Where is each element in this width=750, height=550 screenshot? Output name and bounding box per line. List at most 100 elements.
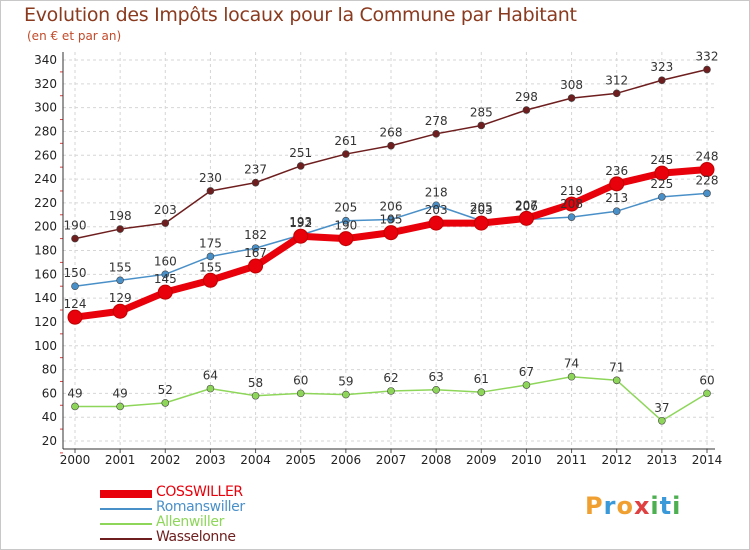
x-tick-label: 2008 (421, 453, 452, 467)
data-point (522, 381, 531, 389)
data-point (342, 216, 350, 225)
x-tick-label: 2003 (195, 453, 226, 467)
data-point (703, 189, 711, 198)
data-label: 182 (244, 228, 267, 242)
y-tick-label: 100 (34, 339, 57, 353)
data-point (296, 162, 305, 170)
data-point (293, 228, 309, 244)
logo-letter: i (672, 492, 682, 520)
logo-letter: x (633, 492, 651, 520)
data-point (612, 89, 621, 98)
legend-label: Wasselonne (156, 529, 236, 545)
legend-swatch (100, 538, 152, 540)
data-point (473, 215, 489, 231)
data-label: 192 (289, 216, 312, 230)
legend-label: Romanswiller (156, 499, 245, 515)
logo-letter: P (585, 492, 604, 520)
data-label: 175 (199, 236, 222, 250)
y-tick-label: 240 (34, 172, 57, 186)
data-label: 203 (470, 203, 493, 217)
data-point (477, 121, 486, 130)
data-point (116, 276, 124, 285)
y-tick-label: 40 (42, 410, 57, 424)
data-point (612, 376, 621, 385)
data-point (251, 391, 260, 400)
y-tick-label: 180 (34, 244, 57, 258)
data-label: 64 (203, 369, 218, 383)
data-label: 218 (425, 185, 448, 199)
data-point (387, 141, 395, 150)
data-point (67, 309, 83, 325)
data-label: 49 (67, 386, 82, 400)
data-label: 52 (158, 383, 173, 397)
x-tick-label: 2010 (511, 453, 542, 467)
data-label: 67 (519, 365, 534, 379)
data-label: 308 (560, 78, 583, 92)
data-point (658, 193, 666, 201)
y-tick-label: 220 (34, 196, 57, 210)
data-point (161, 219, 170, 227)
data-point (522, 106, 531, 114)
y-tick-label: 20 (42, 434, 57, 448)
x-tick-label: 2011 (556, 453, 587, 467)
x-tick-label: 2014 (692, 453, 723, 467)
data-label: 298 (515, 90, 538, 104)
data-point (206, 384, 215, 393)
data-label: 285 (470, 105, 493, 119)
legend-label: Allenwiller (156, 514, 224, 530)
y-tick-label: 260 (34, 148, 57, 162)
data-point (383, 225, 399, 241)
data-point (658, 416, 666, 425)
y-tick-label: 320 (34, 77, 57, 91)
data-label: 207 (515, 198, 538, 212)
data-point (342, 390, 350, 399)
logo-letter: i (650, 492, 660, 520)
data-label: 129 (109, 291, 132, 305)
legend-label: COSSWILLER (156, 484, 243, 500)
data-point (161, 399, 170, 407)
data-point (432, 386, 440, 394)
data-label: 61 (474, 372, 489, 386)
x-tick-label: 2007 (376, 453, 407, 467)
data-label: 74 (564, 357, 579, 371)
data-label: 206 (380, 200, 403, 214)
data-label: 190 (64, 219, 87, 233)
axes (60, 52, 715, 454)
data-point (116, 402, 124, 411)
data-point (71, 282, 79, 291)
data-point (703, 65, 711, 74)
data-label: 160 (154, 254, 177, 268)
data-label: 206 (515, 200, 538, 214)
data-point (658, 76, 666, 85)
data-point (432, 201, 440, 210)
data-label: 193 (289, 215, 312, 229)
data-label: 332 (696, 50, 719, 64)
x-tick-label: 2005 (285, 453, 316, 467)
data-label: 236 (605, 164, 628, 178)
data-point (567, 213, 576, 221)
data-label: 230 (199, 171, 222, 185)
data-label: 219 (560, 184, 583, 198)
x-tick-label: 2006 (331, 453, 362, 467)
series-group (67, 65, 715, 425)
data-label: 190 (334, 219, 357, 233)
data-point (251, 244, 260, 252)
data-point (296, 389, 305, 398)
data-point (202, 272, 218, 288)
data-label: 245 (650, 153, 673, 167)
data-label: 145 (154, 272, 177, 286)
data-point (428, 215, 444, 231)
x-tick-label: 2002 (150, 453, 181, 467)
data-label: 205 (470, 201, 493, 215)
data-point (564, 196, 580, 212)
x-tick-label: 2013 (647, 453, 678, 467)
x-tick-label: 2000 (60, 453, 91, 467)
data-point (387, 215, 395, 224)
data-point (342, 150, 350, 158)
chart-title: Evolution des Impôts locaux pour la Comm… (24, 4, 577, 26)
data-point (654, 165, 670, 181)
data-label: 312 (605, 73, 628, 87)
data-label: 37 (654, 401, 669, 415)
logo-letter: t (659, 492, 673, 520)
